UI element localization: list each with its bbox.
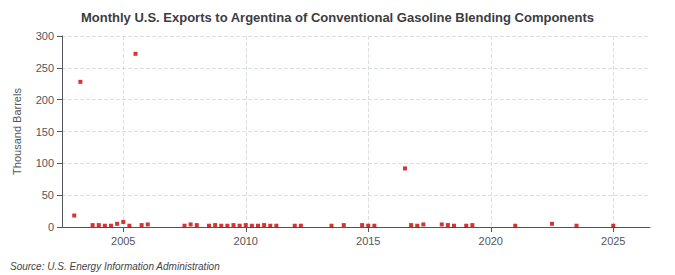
svg-text:100: 100: [36, 157, 54, 169]
svg-text:50: 50: [42, 189, 54, 201]
svg-text:2025: 2025: [601, 235, 625, 247]
svg-text:2010: 2010: [234, 235, 258, 247]
svg-text:2005: 2005: [111, 235, 135, 247]
svg-text:300: 300: [36, 30, 54, 42]
svg-text:150: 150: [36, 126, 54, 138]
svg-text:2015: 2015: [356, 235, 380, 247]
svg-text:0: 0: [48, 221, 54, 233]
svg-text:Monthly U.S. Exports to Argent: Monthly U.S. Exports to Argentina of Con…: [81, 10, 594, 25]
svg-text:200: 200: [36, 94, 54, 106]
svg-text:Source: U.S. Energy Informatio: Source: U.S. Energy Information Administ…: [10, 261, 220, 272]
svg-text:2020: 2020: [479, 235, 503, 247]
svg-text:Thousand Barrels: Thousand Barrels: [11, 88, 23, 175]
svg-text:250: 250: [36, 62, 54, 74]
